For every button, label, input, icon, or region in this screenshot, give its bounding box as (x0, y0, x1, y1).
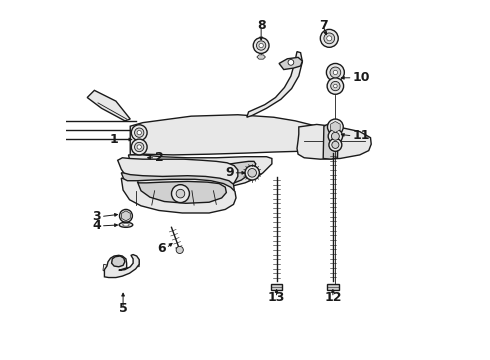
FancyBboxPatch shape (327, 284, 339, 291)
Polygon shape (297, 125, 371, 159)
Circle shape (131, 125, 147, 140)
Text: 2: 2 (155, 151, 164, 164)
Circle shape (332, 141, 339, 148)
Text: 1: 1 (110, 133, 119, 146)
Circle shape (327, 36, 332, 41)
Circle shape (324, 33, 335, 44)
Polygon shape (87, 90, 130, 121)
Circle shape (331, 81, 340, 91)
Text: 5: 5 (119, 302, 127, 315)
Text: 11: 11 (353, 129, 370, 143)
Polygon shape (331, 121, 340, 132)
Circle shape (137, 131, 141, 135)
Circle shape (172, 185, 190, 203)
Polygon shape (137, 181, 226, 203)
Polygon shape (128, 155, 272, 188)
Circle shape (120, 210, 132, 222)
Text: 13: 13 (268, 291, 285, 304)
Circle shape (288, 59, 294, 65)
Polygon shape (112, 256, 125, 267)
Polygon shape (122, 173, 234, 204)
Circle shape (176, 189, 185, 198)
Ellipse shape (119, 222, 133, 227)
Polygon shape (130, 115, 345, 155)
Circle shape (259, 43, 263, 48)
Circle shape (331, 132, 339, 140)
Circle shape (137, 145, 141, 149)
Text: 12: 12 (324, 291, 342, 304)
Polygon shape (134, 260, 139, 267)
Circle shape (176, 246, 183, 253)
Ellipse shape (122, 224, 129, 226)
Polygon shape (104, 255, 139, 278)
Text: 9: 9 (225, 166, 234, 179)
Circle shape (131, 139, 147, 155)
Circle shape (122, 212, 129, 220)
Circle shape (334, 84, 337, 88)
Text: 8: 8 (257, 19, 266, 32)
Polygon shape (257, 55, 266, 59)
Circle shape (330, 67, 341, 78)
Text: 3: 3 (92, 210, 101, 223)
Circle shape (320, 30, 338, 47)
Circle shape (248, 168, 256, 177)
Polygon shape (118, 158, 238, 193)
Polygon shape (279, 57, 302, 69)
Circle shape (331, 123, 340, 131)
Text: 4: 4 (92, 219, 101, 233)
Circle shape (329, 138, 342, 151)
Polygon shape (247, 51, 302, 117)
Circle shape (328, 129, 343, 143)
Circle shape (135, 142, 144, 152)
Circle shape (135, 128, 144, 137)
Circle shape (333, 70, 338, 75)
Circle shape (326, 63, 344, 81)
FancyBboxPatch shape (271, 284, 282, 291)
Polygon shape (122, 178, 236, 213)
Text: 6: 6 (157, 242, 166, 255)
Circle shape (253, 38, 269, 53)
Polygon shape (103, 264, 108, 273)
Polygon shape (128, 161, 256, 189)
Text: 10: 10 (353, 71, 370, 84)
Circle shape (327, 119, 343, 135)
Polygon shape (122, 211, 130, 221)
Circle shape (245, 166, 259, 180)
Text: 7: 7 (319, 19, 327, 32)
Circle shape (327, 78, 343, 94)
Circle shape (256, 41, 266, 50)
Polygon shape (323, 123, 338, 159)
